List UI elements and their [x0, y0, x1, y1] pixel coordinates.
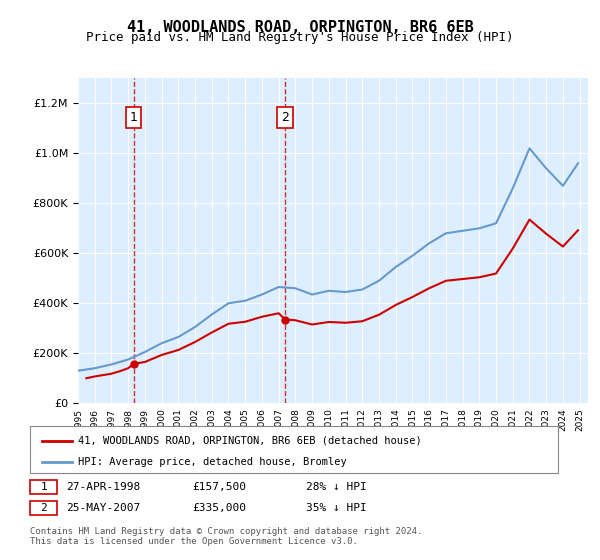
- Text: HPI: Average price, detached house, Bromley: HPI: Average price, detached house, Brom…: [78, 457, 347, 467]
- Text: 41, WOODLANDS ROAD, ORPINGTON, BR6 6EB (detached house): 41, WOODLANDS ROAD, ORPINGTON, BR6 6EB (…: [78, 436, 422, 446]
- Text: £157,500: £157,500: [192, 482, 246, 492]
- Text: 28% ↓ HPI: 28% ↓ HPI: [306, 482, 367, 492]
- Text: 27-APR-1998: 27-APR-1998: [66, 482, 140, 492]
- Text: £335,000: £335,000: [192, 503, 246, 513]
- Text: 1: 1: [130, 111, 137, 124]
- Text: 35% ↓ HPI: 35% ↓ HPI: [306, 503, 367, 513]
- Text: 41, WOODLANDS ROAD, ORPINGTON, BR6 6EB: 41, WOODLANDS ROAD, ORPINGTON, BR6 6EB: [127, 20, 473, 35]
- Text: 2: 2: [281, 111, 289, 124]
- Text: 2: 2: [40, 503, 47, 513]
- Text: 1: 1: [40, 482, 47, 492]
- Text: 25-MAY-2007: 25-MAY-2007: [66, 503, 140, 513]
- Text: Price paid vs. HM Land Registry's House Price Index (HPI): Price paid vs. HM Land Registry's House …: [86, 31, 514, 44]
- Text: Contains HM Land Registry data © Crown copyright and database right 2024.
This d: Contains HM Land Registry data © Crown c…: [30, 526, 422, 546]
